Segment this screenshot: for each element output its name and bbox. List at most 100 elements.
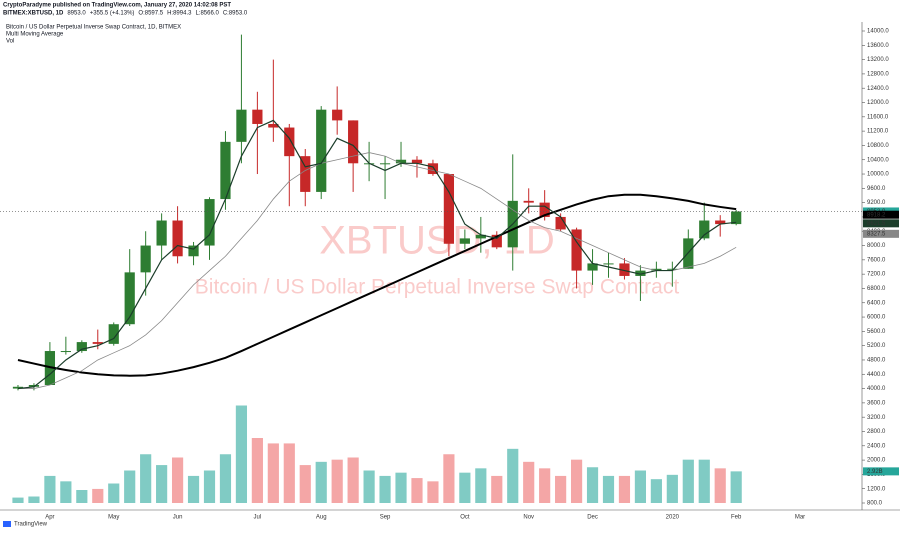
x-tick-label: Dec — [587, 515, 598, 521]
candle-body — [587, 263, 598, 271]
symbol-field: +355.5 (+4.13%) — [90, 11, 135, 17]
volume-bar — [555, 475, 567, 503]
y-tick-label: 3200.0 — [867, 415, 886, 421]
volume-bar — [219, 454, 232, 503]
candle-body — [635, 270, 646, 276]
volume-bar — [395, 472, 407, 503]
candle-body — [699, 220, 710, 239]
symbol-field: 8953.0 — [67, 11, 86, 17]
volume-bar — [12, 497, 24, 503]
y-tick-label: 2400.0 — [867, 443, 886, 449]
y-tick-label: 11200.0 — [867, 129, 889, 135]
y-tick-label: 6800.0 — [867, 286, 886, 292]
x-tick-label: Nov — [523, 515, 534, 521]
y-tick-label: 2800.0 — [867, 429, 886, 435]
candle-body — [124, 272, 135, 325]
study-vol: Vol — [6, 39, 14, 45]
watermark-description: Bitcoin / US Dollar Perpetual Inverse Sw… — [195, 276, 680, 299]
candle-body — [236, 109, 247, 142]
candle-body — [268, 123, 279, 128]
y-tick-label: 2000.0 — [867, 458, 886, 464]
price-label: 8918.2 — [867, 212, 886, 218]
candle-body — [539, 202, 550, 217]
candle-body — [651, 268, 662, 271]
candle-body — [571, 229, 582, 271]
brand-logo — [3, 521, 11, 527]
y-tick-label: 7600.0 — [867, 257, 886, 263]
y-tick-label: 800.0 — [867, 501, 883, 507]
volume-bar — [156, 465, 168, 503]
volume-bar — [315, 461, 327, 503]
volume-label: 2.92B — [867, 469, 883, 475]
x-tick-label: 2020 — [666, 515, 680, 521]
candle-body — [348, 120, 359, 164]
volume-bar — [60, 481, 72, 503]
candle-body — [140, 245, 151, 273]
y-tick-label: 1200.0 — [867, 486, 886, 492]
candle-body — [188, 245, 199, 257]
y-tick-label: 6400.0 — [867, 300, 886, 306]
candle-body — [220, 141, 231, 200]
volume-bar — [523, 461, 535, 503]
y-tick-label: 12400.0 — [867, 86, 889, 92]
volume-bar — [76, 490, 88, 503]
candle-body — [443, 174, 455, 244]
study-main: Bitcoin / US Dollar Perpetual Inverse Sw… — [6, 25, 181, 31]
volume-bar — [730, 471, 742, 503]
volume-bar — [299, 465, 311, 503]
candle-body — [204, 199, 215, 246]
y-tick-label: 14000.0 — [867, 29, 889, 35]
candle-body — [108, 324, 119, 344]
candle-body — [172, 220, 183, 257]
volume-bar — [203, 470, 216, 503]
volume-bar — [459, 472, 471, 503]
symbol-field: O:8597.5 — [138, 11, 163, 17]
volume-bar — [570, 459, 583, 503]
volume-bar — [363, 470, 375, 503]
price-label: 8327.5 — [867, 231, 886, 237]
volume-bar — [124, 470, 136, 503]
volume-bar — [28, 496, 40, 503]
y-tick-label: 12800.0 — [867, 71, 889, 77]
y-tick-label: 5600.0 — [867, 329, 886, 335]
x-tick-label: Mar — [795, 515, 805, 521]
candle-body — [332, 109, 343, 121]
volume-bar — [283, 443, 295, 503]
volume-bar — [108, 483, 120, 503]
y-tick-label: 13600.0 — [867, 43, 889, 49]
volume-bar — [140, 454, 152, 503]
volume-bar — [698, 459, 710, 503]
price-label: 8621.5 — [867, 221, 886, 227]
x-tick-label: Aug — [316, 515, 327, 521]
candle-body — [92, 342, 103, 344]
candle-body — [475, 234, 486, 239]
volume-label-box — [863, 467, 899, 476]
y-tick-label: 5200.0 — [867, 343, 886, 349]
candle-body — [603, 263, 614, 265]
y-tick-label: 10000.0 — [867, 172, 889, 178]
candle-body — [427, 163, 439, 175]
volume-bar — [618, 475, 631, 503]
y-tick-label: 4000.0 — [867, 386, 886, 392]
x-tick-label: Feb — [731, 515, 742, 521]
symbol-field: H:8994.3 — [167, 11, 192, 17]
volume-bar — [379, 475, 391, 503]
moving-average — [17, 119, 737, 390]
price-label-box — [863, 229, 899, 238]
candle-body — [619, 263, 630, 276]
candle-body — [731, 211, 742, 225]
candle-body — [715, 220, 726, 225]
candle-body — [379, 163, 391, 165]
volume-bar — [443, 454, 455, 503]
volume-bar — [475, 468, 487, 503]
candle-body — [300, 156, 311, 192]
volume-bar — [331, 459, 343, 503]
candle-body — [76, 342, 87, 352]
volume-bar — [44, 475, 56, 503]
volume-layer — [12, 405, 742, 503]
y-tick-label: 9600.0 — [867, 186, 886, 192]
y-tick-label: 6000.0 — [867, 315, 886, 321]
x-tick-label: Sep — [380, 515, 391, 521]
volume-bar — [427, 481, 439, 503]
